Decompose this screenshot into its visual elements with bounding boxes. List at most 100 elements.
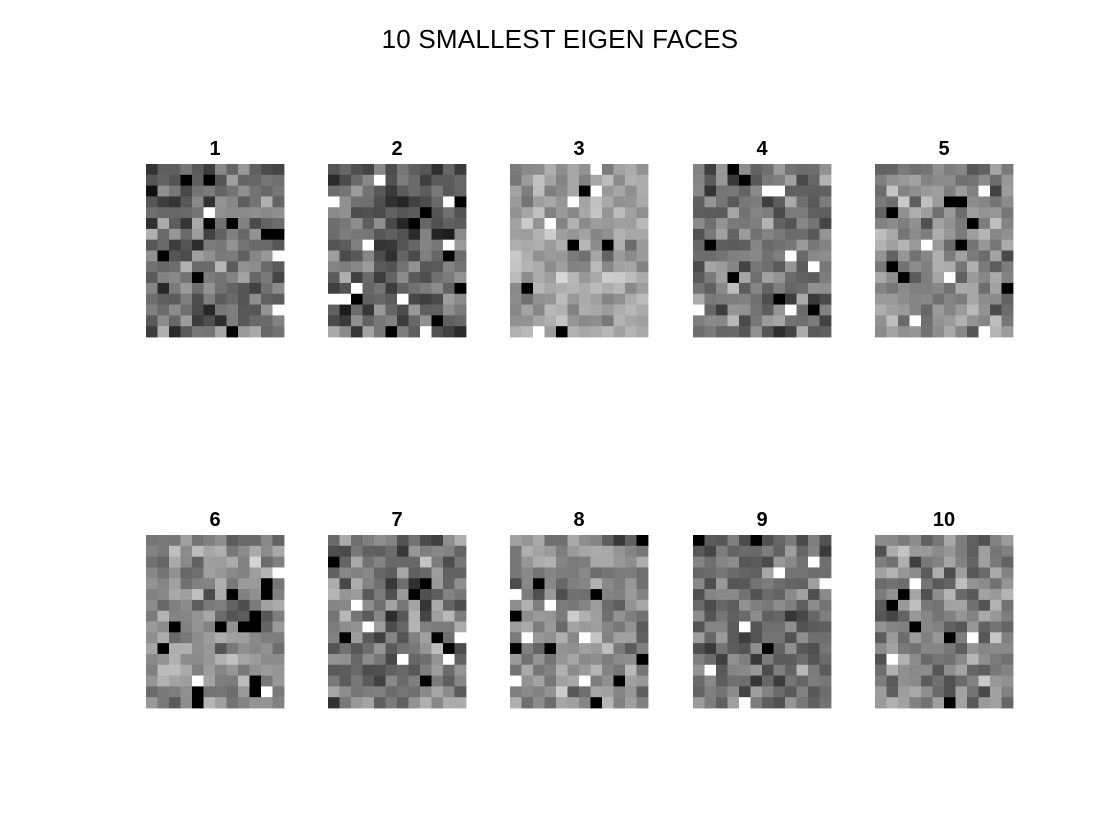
pixel-cell <box>1001 185 1014 197</box>
pixel-cell <box>521 196 534 208</box>
pixel-cell <box>796 293 809 305</box>
pixel-cell <box>328 610 340 622</box>
pixel-cell <box>567 653 580 666</box>
pixel-cell <box>932 228 945 241</box>
pixel-cell <box>921 567 933 579</box>
pixel-cell <box>875 686 887 698</box>
pixel-cell <box>613 272 626 284</box>
pixel-cell <box>146 545 158 558</box>
pixel-cell <box>886 164 899 176</box>
pixel-cell <box>157 610 170 622</box>
pixel-cell <box>898 621 910 633</box>
pixel-cell <box>875 664 887 676</box>
pixel-cell <box>397 218 409 230</box>
pixel-cell <box>602 185 614 197</box>
pixel-cell <box>967 664 979 676</box>
pixel-cell <box>192 664 204 676</box>
pixel-cell <box>785 686 797 698</box>
pixel-cell <box>819 675 832 687</box>
pixel-cell <box>192 599 204 612</box>
pixel-cell <box>1001 250 1014 262</box>
pixel-cell <box>521 250 534 262</box>
pixel-cell <box>773 589 786 601</box>
pixel-cell <box>362 272 375 284</box>
pixel-cell <box>192 293 204 305</box>
pixel-cell <box>510 567 522 579</box>
pixel-cell <box>1001 196 1014 208</box>
pixel-cell <box>521 621 534 633</box>
pixel-cell <box>238 304 250 316</box>
pixel-cell <box>785 250 797 262</box>
pixel-cell <box>886 196 899 208</box>
pixel-cell <box>693 589 705 601</box>
pixel-cell <box>385 315 398 327</box>
pixel-cell <box>203 272 216 284</box>
pixel-cell <box>909 556 922 568</box>
pixel-cell <box>203 239 216 251</box>
pixel-cell <box>944 228 956 241</box>
pixel-cell <box>431 610 444 622</box>
pixel-cell <box>796 610 809 622</box>
pixel-cell <box>238 282 250 295</box>
pixel-cell <box>785 664 797 676</box>
pixel-cell <box>385 174 398 187</box>
pixel-cell <box>579 228 591 241</box>
pixel-cell <box>510 621 522 633</box>
pixel-cell <box>180 282 193 295</box>
pixel-cell <box>693 643 705 655</box>
pixel-cell <box>898 185 910 197</box>
pixel-cell <box>533 282 545 295</box>
pixel-cell <box>773 535 786 547</box>
pixel-cell <box>739 228 751 241</box>
pixel-cell <box>544 239 557 251</box>
pixel-cell <box>886 250 899 262</box>
pixel-cell <box>203 164 216 176</box>
pixel-cell <box>944 272 956 284</box>
pixel-cell <box>693 599 705 612</box>
pixel-cell <box>727 164 740 176</box>
pixel-cell <box>351 250 363 262</box>
pixel-cell <box>1001 599 1014 612</box>
pixel-cell <box>362 697 375 709</box>
pixel-cell <box>362 315 375 327</box>
pixel-cell <box>990 174 1002 187</box>
pixel-cell <box>990 589 1002 601</box>
pixel-cell <box>169 293 181 305</box>
pixel-cell <box>898 643 910 655</box>
pixel-cell <box>704 664 717 676</box>
pixel-cell <box>510 643 522 655</box>
pixel-cell <box>272 632 285 644</box>
pixel-cell <box>944 207 956 219</box>
pixel-cell <box>261 207 273 219</box>
pixel-cell <box>739 250 751 262</box>
pixel-cell <box>192 675 204 687</box>
pixel-cell <box>420 174 432 187</box>
pixel-cell <box>602 228 614 241</box>
pixel-cell <box>339 272 352 284</box>
pixel-cell <box>238 239 250 251</box>
pixel-cell <box>875 589 887 601</box>
pixel-cell <box>351 239 363 251</box>
pixel-cell <box>362 578 375 590</box>
pixel-cell <box>203 535 216 547</box>
pixel-cell <box>808 621 820 633</box>
pixel-cell <box>808 218 820 230</box>
pixel-cell <box>567 643 580 655</box>
pixel-cell <box>374 610 386 622</box>
pixel-cell <box>215 218 227 230</box>
pixel-cell <box>932 315 945 327</box>
pixel-cell <box>921 293 933 305</box>
pixel-cell <box>909 599 922 612</box>
pixel-cell <box>362 174 375 187</box>
pixel-cell <box>351 218 363 230</box>
pixel-cell <box>967 556 979 568</box>
pixel-cell <box>443 686 455 698</box>
pixel-cell <box>157 196 170 208</box>
pixel-cell <box>420 589 432 601</box>
pixel-cell <box>226 282 239 295</box>
pixel-cell <box>362 567 375 579</box>
pixel-cell <box>739 196 751 208</box>
pixel-cell <box>397 272 409 284</box>
pixel-cell <box>328 272 340 284</box>
pixel-cell <box>362 326 375 338</box>
